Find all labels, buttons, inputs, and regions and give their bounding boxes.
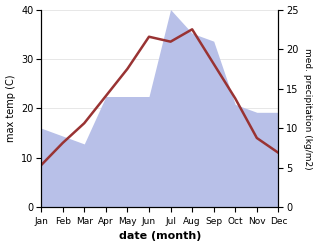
Y-axis label: med. precipitation (kg/m2): med. precipitation (kg/m2) bbox=[303, 48, 313, 169]
X-axis label: date (month): date (month) bbox=[119, 231, 201, 242]
Y-axis label: max temp (C): max temp (C) bbox=[5, 75, 16, 142]
